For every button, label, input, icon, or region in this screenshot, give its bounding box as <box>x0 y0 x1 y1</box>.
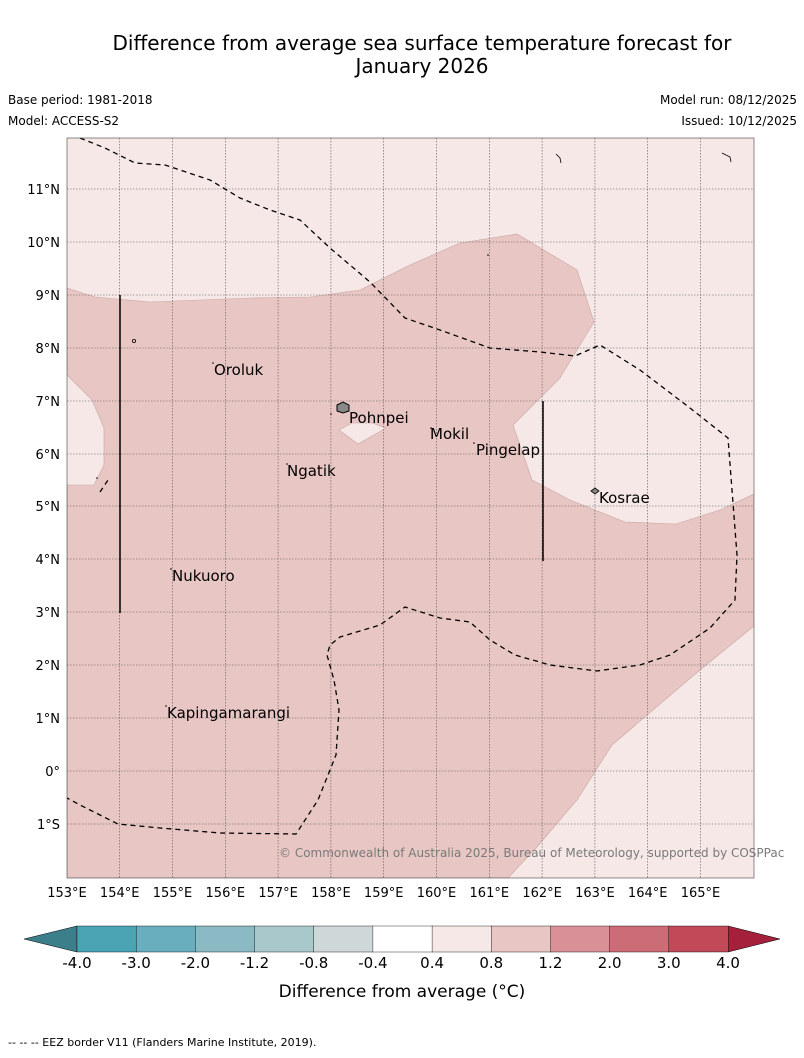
islet-west <box>131 338 136 343</box>
kosrae-island <box>590 487 600 495</box>
islet-far-west <box>96 477 98 479</box>
colorbar-bin <box>372 925 433 953</box>
lat-label: 4°N <box>36 553 61 568</box>
colorbar-tick-label: 0.4 <box>420 954 444 972</box>
anomaly-patch-light <box>338 422 387 445</box>
map-plot-area <box>67 138 754 878</box>
lat-label: 9°N <box>36 289 61 304</box>
lon-label: 162°E <box>522 886 562 901</box>
colorbar-tick-label: 3.0 <box>657 954 681 972</box>
lat-label: 8°N <box>36 342 61 357</box>
lat-label: 10°N <box>27 236 60 251</box>
colorbar-bin <box>431 925 492 953</box>
mokil-islet <box>430 427 432 429</box>
lat-label: 11°N <box>27 183 60 198</box>
colorbar-bin <box>76 925 137 953</box>
colorbar-tick-label: 2.0 <box>598 954 622 972</box>
colorbar-tick-label: 4.0 <box>716 954 740 972</box>
eez-borders <box>67 138 738 835</box>
lon-label: 160°E <box>417 886 457 901</box>
lat-label: 1°S <box>37 818 60 833</box>
pohnpei-island <box>336 401 350 414</box>
title-line-1: Difference from average sea surface temp… <box>112 31 732 55</box>
colorbar-tick-label: -1.2 <box>240 954 269 972</box>
colorbar-tick-label: -0.8 <box>299 954 328 972</box>
lat-label: 7°N <box>36 395 61 410</box>
lon-label: 158°E <box>311 886 351 901</box>
label-oroluk: Oroluk <box>214 361 263 379</box>
colorbar-bin <box>195 925 256 953</box>
label-mokil: Mokil <box>430 425 469 443</box>
colorbar-bin <box>135 925 196 953</box>
lon-label: 159°E <box>364 886 404 901</box>
colorbar-tick-label: -3.0 <box>122 954 151 972</box>
colorbar: -4.0 -3.0 -2.0 -1.2 -0.8 -0.4 0.4 0.8 1.2 2.0 3.0 4… <box>23 925 781 1002</box>
colorbar-bin <box>254 925 315 953</box>
ngatik-islet <box>286 463 288 465</box>
sst-map: Oroluk Pohnpei Mokil Pingelap Ngatik Kos… <box>23 137 784 1002</box>
lon-label: 157°E <box>258 886 298 901</box>
lat-label: 2°N <box>36 659 61 674</box>
graticule <box>67 138 754 878</box>
lon-label: 165°E <box>681 886 721 901</box>
islet-ne-1 <box>555 153 562 164</box>
pohnpei-islet <box>330 413 332 415</box>
lat-label: 0° <box>45 765 60 780</box>
eez-footnote: -- -- -- EEZ border V11 (Flanders Marine… <box>8 1036 317 1049</box>
colorbar-tick-label: -4.0 <box>62 954 91 972</box>
pingelap-islet <box>473 442 475 444</box>
islands <box>96 152 732 707</box>
label-nukuoro: Nukuoro <box>172 567 235 585</box>
colorbar-tick-label: 0.8 <box>479 954 503 972</box>
lat-label: 1°N <box>36 712 61 727</box>
map-frame <box>66 137 755 879</box>
lon-label: 163°E <box>575 886 615 901</box>
colorbar-bin <box>550 925 611 953</box>
lon-label: 161°E <box>470 886 510 901</box>
chart-title: Difference from average sea surface temp… <box>40 32 804 78</box>
lon-label: 156°E <box>206 886 246 901</box>
islet-ne-2 <box>721 152 732 163</box>
anomaly-band-medium <box>67 233 754 878</box>
label-pohnpei: Pohnpei <box>349 409 409 427</box>
oroluk-islet <box>212 362 214 364</box>
lon-label: 155°E <box>153 886 193 901</box>
lat-label: 3°N <box>36 606 61 621</box>
copyright-note: © Commonwealth of Australia 2025, Bureau… <box>279 846 784 860</box>
base-period: Base period: 1981-2018 <box>8 93 153 107</box>
label-pingelap: Pingelap <box>476 441 540 459</box>
colorbar-under-arrow <box>23 925 78 953</box>
colorbar-bin <box>313 925 374 953</box>
lon-label: 164°E <box>628 886 668 901</box>
colorbar-label: Difference from average (°C) <box>279 982 526 1002</box>
model-run: Model run: 08/12/2025 <box>659 93 797 107</box>
colorbar-bin <box>609 925 670 953</box>
longitude-labels: 153°E 154°E 155°E 156°E 157°E 158°E 159°… <box>47 886 720 901</box>
lat-label: 6°N <box>36 448 61 463</box>
colorbar-over-arrow <box>727 925 781 953</box>
latitude-labels: 11°N 10°N 9°N 8°N 7°N 6°N 5°N 4°N 3°N 2°… <box>27 183 60 833</box>
issued-date: Issued: 10/12/2025 <box>681 114 797 128</box>
colorbar-bin <box>668 925 729 953</box>
label-kapingamarangi: Kapingamarangi <box>167 704 290 722</box>
colorbar-tick-label: 1.2 <box>539 954 563 972</box>
label-ngatik: Ngatik <box>287 462 336 480</box>
colorbar-bin <box>491 925 551 953</box>
eez-border-north <box>67 138 738 835</box>
nukuoro-islet <box>170 568 172 570</box>
lat-label: 5°N <box>36 500 61 515</box>
title-line-2: January 2026 <box>355 54 489 78</box>
lon-label: 154°E <box>100 886 140 901</box>
colorbar-tick-label: -2.0 <box>181 954 210 972</box>
eez-border-west <box>99 479 109 493</box>
lon-label: 153°E <box>47 886 87 901</box>
islet-east <box>487 254 489 256</box>
colorbar-tick-label: -0.4 <box>358 954 387 972</box>
model-name: Model: ACCESS-S2 <box>8 114 120 128</box>
label-kosrae: Kosrae <box>599 489 650 507</box>
kapinga-islet <box>165 705 167 707</box>
